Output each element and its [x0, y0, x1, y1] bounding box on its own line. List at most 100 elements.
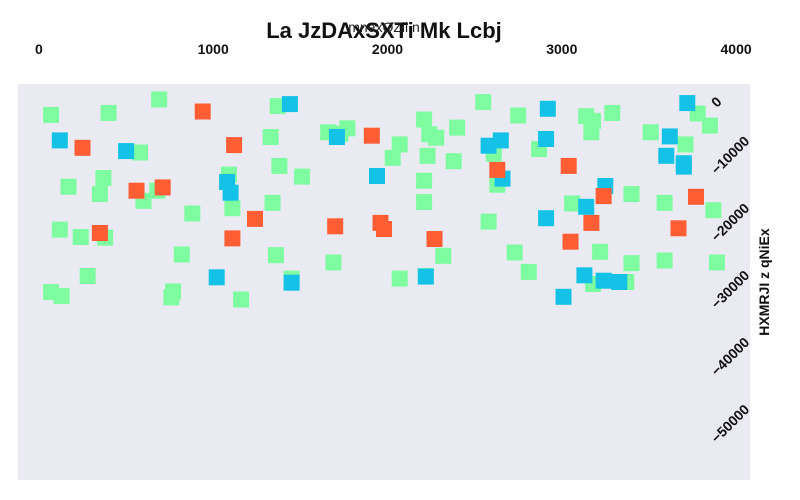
scatter-point — [376, 221, 392, 237]
scatter-point — [128, 182, 145, 199]
scatter-point — [480, 137, 497, 154]
scatter-point — [267, 247, 284, 264]
scatter-point — [538, 210, 555, 227]
scatter-point — [562, 233, 579, 250]
scatter-point — [91, 186, 108, 203]
scatter-point — [271, 157, 288, 174]
scatter-point — [555, 288, 572, 305]
scatter-point — [449, 119, 466, 136]
scatter-point — [658, 147, 675, 164]
x-tick-label: 4000 — [721, 41, 752, 57]
scatter-point — [247, 210, 263, 227]
scatter-point — [222, 184, 239, 201]
scatter-point — [294, 168, 311, 185]
scatter-point — [656, 252, 673, 269]
x-tick-label: 3000 — [546, 41, 577, 57]
scatter-point — [623, 255, 640, 272]
scatter-point — [416, 172, 433, 189]
scatter-point — [173, 246, 190, 263]
scatter-point — [419, 147, 436, 164]
scatter-point — [328, 129, 345, 145]
scatter-point — [325, 254, 342, 271]
scatter-point — [151, 91, 168, 108]
scatter-point — [480, 213, 497, 230]
scatter-point — [564, 195, 581, 212]
scatter-point — [226, 137, 243, 154]
scatter-point — [184, 205, 201, 222]
scatter-point — [428, 129, 445, 146]
scatter-point — [661, 128, 678, 145]
scatter-point — [475, 94, 492, 111]
x-axis-label: mnexOZii n — [348, 19, 420, 35]
scatter-point — [592, 243, 609, 260]
x-axis-ticks: 0 1000 2000 3000 4000 — [35, 41, 752, 57]
scatter-point — [705, 202, 722, 219]
scatter-point — [583, 124, 600, 141]
scatter-point — [60, 178, 77, 195]
scatter-point — [327, 218, 344, 235]
scatter-point — [708, 254, 725, 271]
scatter-point — [154, 179, 171, 196]
scatter-markers — [43, 91, 725, 308]
scatter-point — [701, 117, 718, 134]
scatter-point — [91, 225, 108, 241]
scatter-point — [595, 272, 612, 289]
scatter-point — [43, 106, 60, 123]
scatter-point — [538, 131, 555, 147]
scatter-point — [72, 229, 89, 245]
scatter-point — [51, 132, 68, 149]
scatter-point — [369, 168, 385, 184]
scatter-point — [391, 270, 408, 287]
x-tick-label: 1000 — [198, 41, 229, 57]
scatter-point — [583, 214, 600, 231]
scatter-point — [426, 231, 443, 247]
scatter-point — [224, 200, 241, 217]
scatter-point — [416, 111, 433, 128]
scatter-point — [100, 104, 117, 121]
scatter-point — [623, 186, 640, 203]
scatter-point — [74, 139, 91, 156]
scatter-point — [677, 136, 694, 153]
scatter-point — [489, 161, 506, 178]
scatter-point — [51, 221, 68, 238]
scatter-point — [576, 267, 593, 284]
y-axis-label: HXMRJI z qNiEx — [756, 228, 772, 336]
scatter-point — [670, 220, 687, 237]
scatter-point — [520, 263, 537, 280]
scatter-point — [118, 143, 135, 160]
scatter-point — [578, 198, 595, 215]
scatter-point — [264, 194, 281, 211]
scatter-point — [510, 107, 527, 124]
scatter-point — [163, 289, 180, 306]
scatter-point — [611, 274, 628, 290]
scatter-point — [132, 144, 148, 161]
scatter-point — [656, 194, 673, 211]
scatter-point — [560, 157, 577, 174]
scatter-point — [269, 98, 286, 115]
scatter-point — [492, 132, 509, 149]
scatter-point — [435, 247, 452, 264]
scatter-point — [417, 268, 434, 285]
scatter-point — [363, 127, 380, 144]
scatter-point — [642, 124, 659, 141]
scatter-point — [679, 95, 696, 112]
scatter-point — [416, 194, 433, 211]
scatter-point — [604, 104, 621, 121]
scatter-point — [675, 158, 692, 175]
scatter-point — [233, 291, 250, 308]
scatter-point — [445, 153, 462, 170]
scatter-point — [283, 274, 300, 291]
scatter-point — [384, 149, 401, 166]
scatter-point — [79, 268, 96, 284]
scatter-point — [539, 100, 556, 117]
scatter-point — [208, 269, 225, 286]
chart-title: La JzDAxSXTi Mk Lcbj — [266, 18, 502, 43]
scatter-point — [506, 244, 523, 261]
scatter-point — [95, 170, 112, 186]
scatter-point — [194, 103, 211, 120]
scatter-point — [224, 230, 241, 247]
x-tick-label: 2000 — [372, 41, 403, 57]
scatter-point — [688, 188, 704, 205]
scatter-point — [53, 288, 70, 305]
